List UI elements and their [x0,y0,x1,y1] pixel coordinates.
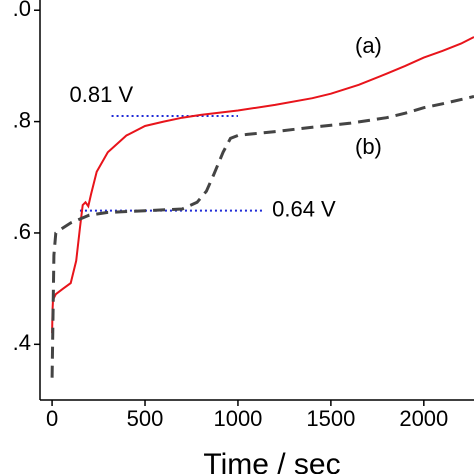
x-tick-label: 1000 [213,406,262,431]
x-tick-label: 500 [127,406,164,431]
series-line [50,95,474,378]
y-tick-label: .6 [13,219,31,244]
reference-label: 0.81 V [70,82,134,107]
reference-label: 0.64 V [272,196,336,221]
x-axis-title: Time / sec [203,448,340,474]
series-line [51,36,474,334]
x-tick-label: 0 [46,406,58,431]
x-tick-label: 1500 [306,406,355,431]
y-tick-label: .8 [13,107,31,132]
y-tick-label: .4 [13,330,31,355]
x-tick-label: 2000 [399,406,448,431]
y-tick-label: .0 [13,0,31,21]
series-label: (a) [355,33,382,58]
series-label: (b) [355,134,382,159]
